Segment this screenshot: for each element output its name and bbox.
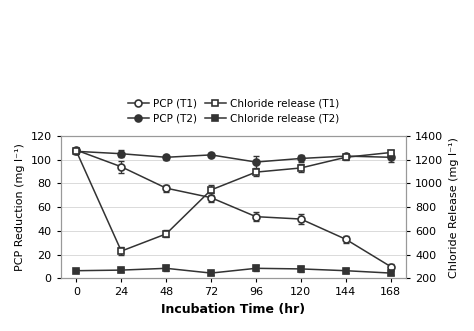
PCP (T2) xyxy=(253,160,259,164)
Y-axis label: PCP Reduction (mg l⁻¹): PCP Reduction (mg l⁻¹) xyxy=(15,143,25,271)
PCP (T1) xyxy=(73,148,79,152)
PCP (T2) xyxy=(208,153,214,157)
Line: Chloride release (T1): Chloride release (T1) xyxy=(73,148,394,255)
Chloride release (T1) xyxy=(298,166,304,170)
Chloride release (T2) xyxy=(208,271,214,275)
Chloride release (T1) xyxy=(164,232,169,236)
PCP (T1) xyxy=(298,217,304,221)
Chloride release (T2) xyxy=(118,268,124,272)
PCP (T2) xyxy=(164,155,169,159)
PCP (T1) xyxy=(343,237,348,241)
PCP (T1) xyxy=(388,264,393,268)
Chloride release (T1) xyxy=(388,151,393,155)
PCP (T1) xyxy=(118,165,124,169)
Line: PCP (T1): PCP (T1) xyxy=(73,147,394,270)
Chloride release (T1) xyxy=(343,155,348,159)
Line: Chloride release (T2): Chloride release (T2) xyxy=(73,265,394,276)
Chloride release (T2) xyxy=(343,269,348,273)
PCP (T2) xyxy=(298,157,304,161)
Chloride release (T2) xyxy=(164,266,169,270)
Chloride release (T2) xyxy=(253,266,259,270)
Legend: PCP (T1), PCP (T2), Chloride release (T1), Chloride release (T2): PCP (T1), PCP (T2), Chloride release (T1… xyxy=(128,98,339,123)
PCP (T1) xyxy=(164,186,169,190)
PCP (T2) xyxy=(343,154,348,158)
Chloride release (T1) xyxy=(118,249,124,253)
X-axis label: Incubation Time (hr): Incubation Time (hr) xyxy=(162,303,306,316)
PCP (T1) xyxy=(253,215,259,219)
Chloride release (T1) xyxy=(73,149,79,153)
Line: PCP (T2): PCP (T2) xyxy=(73,148,394,166)
PCP (T2) xyxy=(73,149,79,153)
PCP (T2) xyxy=(388,155,393,159)
Chloride release (T1) xyxy=(208,188,214,192)
Y-axis label: Chloride Release (mg l⁻¹): Chloride Release (mg l⁻¹) xyxy=(449,137,459,278)
PCP (T2) xyxy=(118,152,124,156)
Chloride release (T2) xyxy=(298,267,304,271)
Chloride release (T2) xyxy=(73,269,79,273)
PCP (T1) xyxy=(208,196,214,200)
Chloride release (T2) xyxy=(388,271,393,275)
Chloride release (T1) xyxy=(253,170,259,174)
